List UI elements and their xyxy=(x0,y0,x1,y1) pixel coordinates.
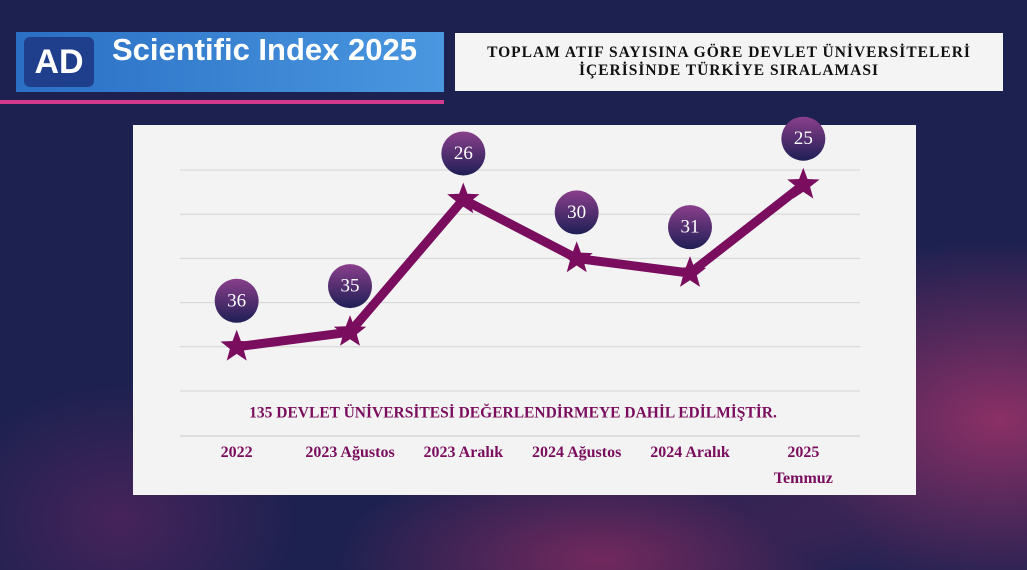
data-label: 25 xyxy=(794,128,813,149)
label-bubble xyxy=(441,131,486,176)
star-marker xyxy=(333,315,367,346)
line xyxy=(236,181,807,352)
label-bubble xyxy=(554,190,599,235)
data-label: 31 xyxy=(681,217,700,238)
data-label: 36 xyxy=(227,290,246,311)
chart-note: 135 DEVLET ÜNİVERSİTESİ DEĞERLENDİRMEYE … xyxy=(249,405,777,422)
label-bubble xyxy=(214,278,259,323)
data-label: 30 xyxy=(567,202,586,223)
star-marker xyxy=(560,241,593,273)
x-tick-label: 2025 Temmuz xyxy=(773,444,833,487)
x-tick-label: 2024 Ağustos xyxy=(531,444,622,461)
brand-name: Scientific Index 2025 xyxy=(112,32,417,67)
star-marker xyxy=(220,329,253,361)
chart-panel xyxy=(133,125,916,495)
x-tick-label: 2024 Aralık xyxy=(650,444,730,461)
brand-underline xyxy=(0,100,444,104)
x-tick-label: 2023 Ağustos xyxy=(305,444,395,461)
logo: AD xyxy=(24,37,94,87)
data-label: 26 xyxy=(454,143,473,164)
star-marker xyxy=(787,167,820,199)
chart-title: TOPLAM ATIF SAYISINA GÖRE DEVLET ÜNİVERS… xyxy=(487,44,971,79)
star-marker xyxy=(673,256,707,287)
title-box: TOPLAM ATIF SAYISINA GÖRE DEVLET ÜNİVERS… xyxy=(455,33,1003,91)
label-bubble xyxy=(668,205,712,250)
star-marker xyxy=(447,182,480,214)
label-bubble xyxy=(781,116,826,161)
x-tick-label: 2022 xyxy=(220,444,253,461)
label-bubble xyxy=(328,264,372,309)
data-label: 35 xyxy=(341,276,360,297)
x-tick-label: 2023 Aralık xyxy=(423,444,504,461)
